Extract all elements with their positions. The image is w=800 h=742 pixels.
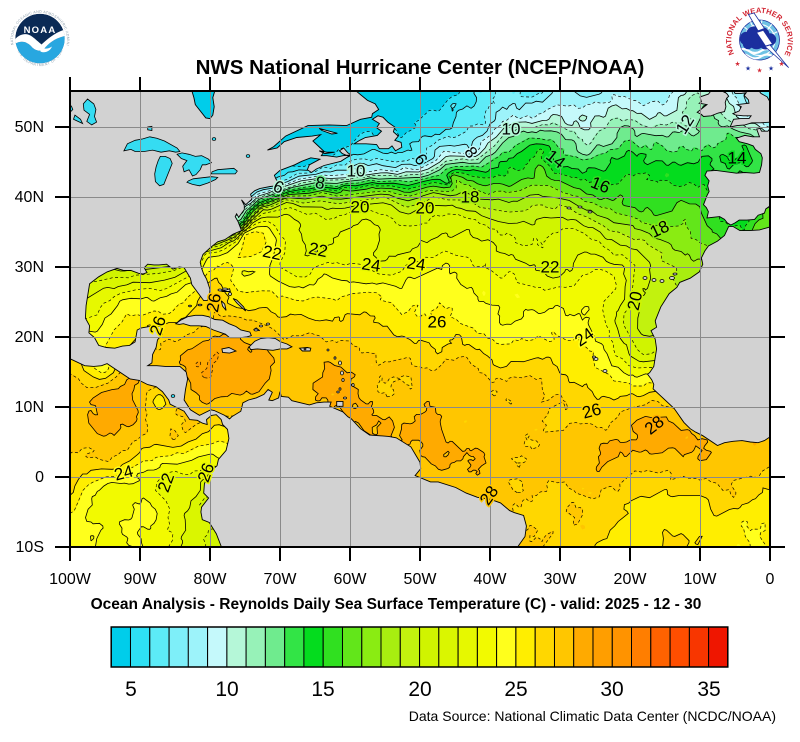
svg-text:20: 20 <box>408 678 431 701</box>
svg-text:★: ★ <box>745 65 751 73</box>
svg-text:10: 10 <box>215 678 238 701</box>
svg-text:50W: 50W <box>404 571 438 588</box>
svg-text:★: ★ <box>735 60 741 68</box>
svg-text:70W: 70W <box>264 571 298 588</box>
svg-text:30W: 30W <box>544 571 578 588</box>
svg-text:90W: 90W <box>124 571 158 588</box>
svg-text:20: 20 <box>624 290 647 312</box>
svg-text:30: 30 <box>600 678 623 701</box>
svg-text:100W: 100W <box>49 571 92 588</box>
svg-text:NOAA: NOAA <box>24 25 57 36</box>
svg-text:26: 26 <box>203 292 225 314</box>
svg-text:22: 22 <box>541 257 560 276</box>
svg-text:10: 10 <box>502 119 521 138</box>
svg-text:40N: 40N <box>15 189 44 206</box>
svg-text:80W: 80W <box>194 571 228 588</box>
svg-text:0: 0 <box>766 571 775 588</box>
svg-text:10S: 10S <box>16 539 44 556</box>
svg-text:★: ★ <box>768 65 774 73</box>
svg-text:15: 15 <box>311 678 334 701</box>
svg-text:Ocean Analysis - Reynolds Dail: Ocean Analysis - Reynolds Daily Sea Surf… <box>91 596 702 613</box>
svg-text:50N: 50N <box>15 119 44 136</box>
svg-text:24: 24 <box>405 253 426 274</box>
svg-text:10: 10 <box>347 161 366 180</box>
svg-text:20: 20 <box>351 197 370 216</box>
svg-text:22: 22 <box>261 242 283 265</box>
svg-text:25: 25 <box>504 678 527 701</box>
svg-text:26: 26 <box>428 312 447 331</box>
svg-text:24: 24 <box>360 254 381 275</box>
svg-text:10W: 10W <box>684 571 718 588</box>
svg-text:★: ★ <box>757 67 763 75</box>
svg-text:★: ★ <box>779 60 785 68</box>
svg-text:30N: 30N <box>15 259 44 276</box>
svg-text:20W: 20W <box>614 571 648 588</box>
svg-text:5: 5 <box>125 678 137 701</box>
svg-text:18: 18 <box>461 187 480 206</box>
svg-text:40W: 40W <box>474 571 508 588</box>
svg-text:20: 20 <box>416 198 435 217</box>
svg-text:Data Source: National Climatic: Data Source: National Climatic Data Cent… <box>409 708 776 724</box>
svg-text:35: 35 <box>697 678 720 701</box>
svg-text:0: 0 <box>35 469 44 486</box>
svg-text:NWS National Hurricane Center: NWS National Hurricane Center (NCEP/NOAA… <box>196 56 645 79</box>
svg-text:14: 14 <box>728 148 747 167</box>
svg-text:10N: 10N <box>15 399 44 416</box>
svg-text:60W: 60W <box>334 571 368 588</box>
svg-text:22: 22 <box>307 239 329 262</box>
svg-text:20N: 20N <box>15 329 44 346</box>
